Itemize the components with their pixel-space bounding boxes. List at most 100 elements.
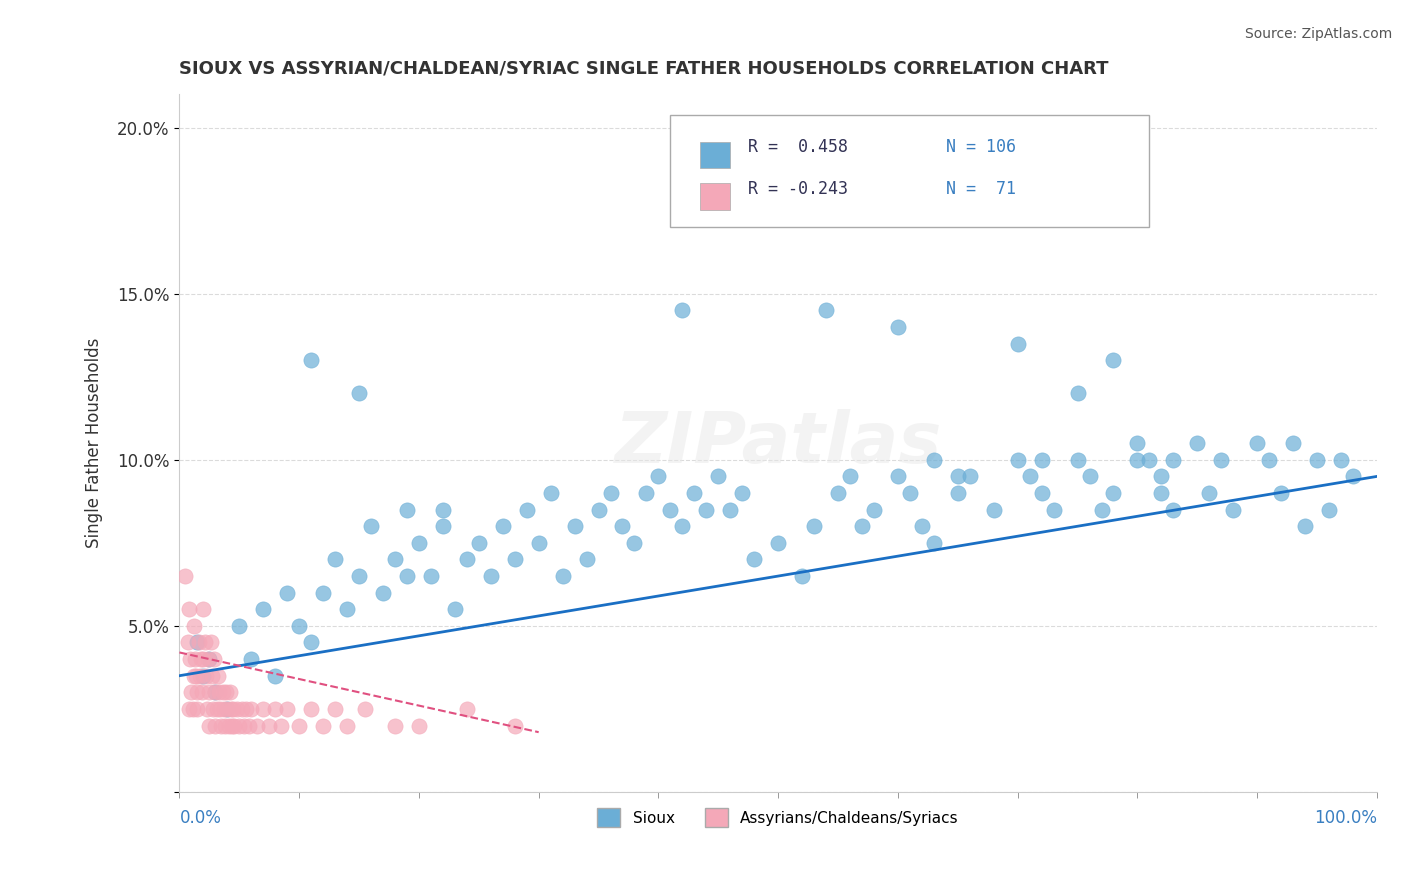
- Point: [270, 718, 292, 732]
- Point: [193, 602, 215, 616]
- Point: [1031, 452, 1053, 467]
- Point: [177, 602, 200, 616]
- Point: [588, 502, 610, 516]
- Point: [177, 635, 200, 649]
- Point: [264, 702, 287, 716]
- Point: [174, 569, 197, 583]
- Point: [1150, 486, 1173, 500]
- Point: [214, 718, 236, 732]
- Point: [204, 718, 226, 732]
- Text: 0.0%: 0.0%: [180, 809, 221, 828]
- Point: [564, 519, 586, 533]
- Point: [503, 552, 526, 566]
- Point: [209, 718, 232, 732]
- Text: Source: ZipAtlas.com: Source: ZipAtlas.com: [1244, 27, 1392, 41]
- Point: [180, 685, 202, 699]
- Point: [1341, 469, 1364, 483]
- Point: [395, 569, 418, 583]
- Point: [288, 718, 311, 732]
- Point: [186, 702, 208, 716]
- Point: [218, 718, 240, 732]
- Point: [887, 320, 910, 334]
- Point: [215, 685, 238, 699]
- Point: [851, 519, 873, 533]
- FancyBboxPatch shape: [671, 115, 1150, 227]
- Point: [599, 486, 621, 500]
- Point: [1102, 353, 1125, 368]
- Point: [347, 569, 370, 583]
- Point: [1163, 452, 1185, 467]
- Point: [197, 652, 219, 666]
- Point: [1102, 203, 1125, 218]
- Point: [228, 619, 250, 633]
- Point: [1187, 436, 1209, 450]
- Point: [217, 702, 239, 716]
- Point: [946, 469, 969, 483]
- Point: [252, 602, 274, 616]
- Point: [683, 486, 706, 500]
- Point: [209, 702, 232, 716]
- Point: [1222, 502, 1244, 516]
- Point: [503, 718, 526, 732]
- Point: [1294, 519, 1316, 533]
- Text: N = 106: N = 106: [946, 137, 1015, 156]
- Point: [659, 502, 682, 516]
- Point: [264, 669, 287, 683]
- Point: [231, 702, 253, 716]
- Point: [238, 718, 260, 732]
- Point: [1031, 486, 1053, 500]
- Point: [181, 702, 204, 716]
- Point: [636, 486, 658, 500]
- Point: [1007, 336, 1029, 351]
- Point: [204, 685, 226, 699]
- Point: [1211, 452, 1233, 467]
- Point: [1317, 502, 1340, 516]
- Point: [202, 652, 225, 666]
- Legend: Sioux, Assyrians/Chaldeans/Syriacs: Sioux, Assyrians/Chaldeans/Syriacs: [592, 802, 965, 833]
- Point: [444, 602, 467, 616]
- Point: [204, 685, 226, 699]
- Point: [1306, 452, 1329, 467]
- Point: [208, 685, 231, 699]
- Point: [1246, 436, 1268, 450]
- Point: [299, 702, 322, 716]
- Point: [276, 702, 298, 716]
- Point: [186, 635, 208, 649]
- Point: [195, 702, 218, 716]
- Point: [224, 718, 246, 732]
- Point: [194, 669, 217, 683]
- Point: [946, 486, 969, 500]
- Point: [217, 702, 239, 716]
- Point: [647, 469, 669, 483]
- Text: SIOUX VS ASSYRIAN/CHALDEAN/SYRIAC SINGLE FATHER HOUSEHOLDS CORRELATION CHART: SIOUX VS ASSYRIAN/CHALDEAN/SYRIAC SINGLE…: [180, 60, 1109, 78]
- Point: [201, 702, 224, 716]
- Point: [695, 502, 717, 516]
- Point: [198, 685, 221, 699]
- Point: [959, 469, 981, 483]
- Point: [575, 552, 598, 566]
- Point: [551, 569, 574, 583]
- Point: [1078, 469, 1101, 483]
- Point: [205, 702, 228, 716]
- Point: [228, 718, 250, 732]
- Point: [193, 635, 215, 649]
- Point: [863, 502, 886, 516]
- Point: [827, 486, 849, 500]
- Point: [183, 669, 205, 683]
- Point: [1150, 469, 1173, 483]
- Point: [186, 685, 208, 699]
- Point: [1102, 486, 1125, 500]
- Point: [1042, 502, 1064, 516]
- Point: [623, 536, 645, 550]
- Point: [384, 718, 406, 732]
- Point: [887, 469, 910, 483]
- Point: [742, 552, 765, 566]
- Text: ZIPatlas: ZIPatlas: [614, 409, 942, 478]
- Point: [225, 702, 247, 716]
- Point: [207, 669, 229, 683]
- Point: [432, 502, 454, 516]
- Point: [898, 486, 921, 500]
- Point: [718, 502, 741, 516]
- Point: [911, 519, 934, 533]
- Y-axis label: Single Father Households: Single Father Households: [86, 338, 103, 549]
